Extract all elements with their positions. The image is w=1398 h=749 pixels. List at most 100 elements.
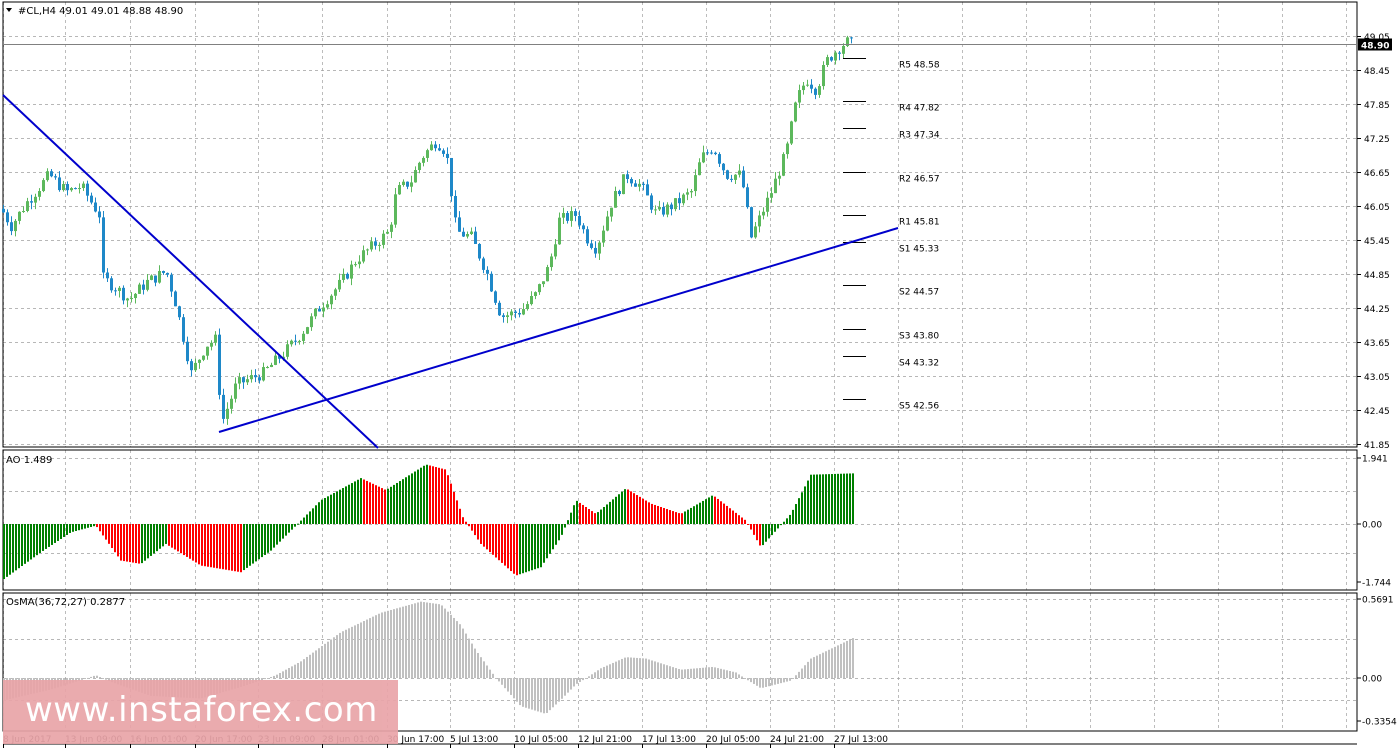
osma-bar xyxy=(732,671,734,678)
ao-bar xyxy=(261,524,263,558)
candle-body xyxy=(342,273,345,280)
candle-body xyxy=(114,290,117,292)
candle-body xyxy=(238,377,241,384)
osma-bar xyxy=(726,670,728,678)
ao-bar xyxy=(777,524,779,529)
candle-body xyxy=(226,408,229,419)
panel-labels: #CL,H4 49.01 49.01 48.88 48.90 AO 1.489 … xyxy=(6,6,183,608)
candle-body xyxy=(366,249,369,251)
ao-bar xyxy=(663,508,665,524)
osma-bar xyxy=(573,678,575,687)
candle-body xyxy=(58,177,61,191)
x-tick-label: 12 Jul 21:00 xyxy=(578,735,632,745)
candle-body xyxy=(622,174,625,195)
candle-body xyxy=(194,362,197,371)
candle-body xyxy=(742,170,745,188)
candle-body xyxy=(470,231,473,235)
candle-body xyxy=(302,333,305,341)
ao-bar xyxy=(420,467,422,524)
candle-body xyxy=(598,242,601,254)
osma-bar xyxy=(768,678,770,687)
candle-body xyxy=(702,152,705,163)
ao-bar xyxy=(762,524,764,546)
downtrend-line xyxy=(2,94,379,449)
pivot-label: R2 46.57 xyxy=(899,175,940,185)
osma-bar xyxy=(531,678,533,710)
osma-bar xyxy=(756,678,758,686)
watermark: www.instaforex.com xyxy=(3,680,398,744)
candle-body xyxy=(150,275,153,280)
ao-bar xyxy=(252,524,254,564)
ao-bar xyxy=(711,495,713,524)
ao-bar xyxy=(846,473,848,524)
ao-bar xyxy=(255,524,257,562)
y-tick-label: 0.00 xyxy=(1362,675,1382,685)
candle-body xyxy=(562,213,565,218)
candle-body xyxy=(202,355,205,360)
candle-body xyxy=(126,298,129,301)
candle-body xyxy=(454,195,457,218)
candle-body xyxy=(514,311,517,313)
ao-bar xyxy=(429,465,431,524)
osma-bar xyxy=(648,659,650,678)
candle-body xyxy=(842,46,845,54)
candle-body xyxy=(414,170,417,183)
ao-bar xyxy=(819,474,821,524)
ao-bar xyxy=(723,503,725,524)
candle-body xyxy=(362,250,365,262)
osma-bar xyxy=(564,678,566,696)
candle-body xyxy=(66,184,69,191)
ao-bar xyxy=(405,477,407,524)
ao-bar xyxy=(18,524,20,569)
candle-body xyxy=(322,307,325,312)
candle-body xyxy=(258,377,261,381)
osma-bar xyxy=(741,676,743,678)
candle-body xyxy=(646,184,649,196)
candle-body xyxy=(30,201,33,203)
ao-bar xyxy=(786,518,788,524)
osma-bar xyxy=(285,669,287,678)
candle-body xyxy=(94,202,97,212)
ao-bar xyxy=(795,504,797,524)
osma-bar xyxy=(474,648,476,678)
candle-body xyxy=(534,292,537,297)
osma-bar xyxy=(681,669,683,678)
candle-body xyxy=(350,264,353,279)
candle-body xyxy=(422,157,425,163)
osma-bar xyxy=(327,641,329,678)
candle-body xyxy=(578,215,581,226)
candle-body xyxy=(222,394,225,419)
ao-bar xyxy=(735,512,737,524)
ao-bar xyxy=(114,524,116,553)
osma-bar xyxy=(357,623,359,678)
trendlines xyxy=(2,94,899,449)
ao-bar xyxy=(123,524,125,562)
ao-bar xyxy=(39,524,41,553)
ao-bar xyxy=(15,524,17,571)
ao-bar xyxy=(249,524,251,566)
osma-bar xyxy=(423,602,425,678)
candle-body xyxy=(582,225,585,230)
osma-bar xyxy=(543,678,545,714)
candle-body xyxy=(570,211,573,221)
candle-body xyxy=(294,340,297,342)
ao-bar xyxy=(675,512,677,524)
candle-body xyxy=(2,208,5,213)
ao-bar xyxy=(144,524,146,561)
osma-bar xyxy=(402,606,404,678)
ao-bar xyxy=(546,524,548,559)
ao-bar xyxy=(657,505,659,524)
osma-bar xyxy=(432,603,434,678)
candle-body xyxy=(374,241,377,246)
ao-bar xyxy=(831,474,833,524)
pivot-label: R5 48.58 xyxy=(899,61,940,71)
ao-bar xyxy=(174,524,176,550)
pivot-label: S5 42.56 xyxy=(899,402,939,412)
ao-bar xyxy=(486,524,488,550)
candle-body xyxy=(834,52,837,61)
candle-body xyxy=(38,191,41,197)
ao-bar xyxy=(72,524,74,532)
candle-body xyxy=(546,267,549,282)
osma-bar xyxy=(273,675,275,678)
candle-body xyxy=(602,230,605,243)
